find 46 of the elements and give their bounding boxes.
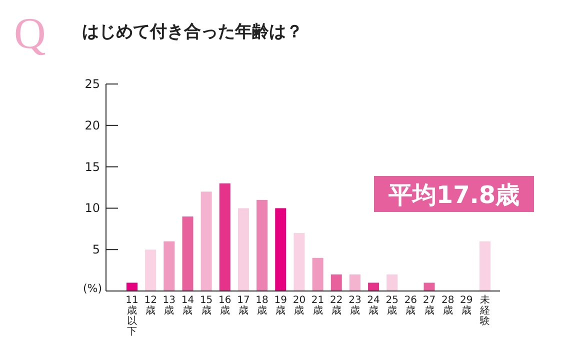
x-tick-label: 15歳 bbox=[200, 295, 213, 316]
bar bbox=[256, 200, 268, 291]
bar bbox=[145, 250, 156, 291]
x-tick-label: 24歳 bbox=[367, 295, 380, 316]
bar bbox=[424, 282, 435, 291]
text: Q bbox=[14, 9, 46, 58]
bar bbox=[126, 282, 138, 291]
x-tick-label: 未経験 bbox=[479, 294, 490, 327]
x-tick-label: 11歳以下 bbox=[126, 295, 138, 338]
x-tick-label: 29歳 bbox=[460, 295, 473, 316]
bar bbox=[330, 274, 342, 291]
x-tick-label: 27歳 bbox=[422, 295, 436, 316]
y-tick-label: 10 bbox=[84, 201, 100, 216]
bar bbox=[275, 208, 286, 291]
bar bbox=[164, 241, 175, 291]
x-tick-label: 14歳 bbox=[181, 295, 194, 316]
bar bbox=[349, 274, 360, 291]
x-tick-label: 17歳 bbox=[237, 295, 250, 316]
x-tick-label: 21歳 bbox=[311, 295, 324, 316]
x-tick-label: 16歳 bbox=[218, 295, 232, 316]
x-tick-label: 28歳 bbox=[441, 295, 454, 316]
x-tick-label: 19歳 bbox=[274, 295, 287, 316]
bar bbox=[294, 233, 305, 291]
bar bbox=[312, 258, 324, 291]
bar bbox=[182, 216, 194, 291]
bar bbox=[368, 282, 380, 291]
y-axis-title: (%) bbox=[82, 282, 102, 295]
annotation: 平均17.8歳 bbox=[387, 181, 520, 209]
x-tick-label: 12歳 bbox=[144, 295, 157, 316]
x-tick-label: 25歳 bbox=[386, 295, 398, 316]
bar bbox=[480, 241, 490, 291]
x-tick-label: 26歳 bbox=[404, 295, 418, 316]
x-tick-label: 20歳 bbox=[292, 295, 306, 316]
bar bbox=[219, 183, 230, 291]
bar bbox=[238, 208, 249, 291]
x-tick-label: 23歳 bbox=[348, 295, 362, 316]
y-tick-label: 25 bbox=[84, 77, 100, 91]
x-tick-label: 13歳 bbox=[162, 295, 176, 316]
y-tick-label: 15 bbox=[84, 160, 100, 174]
chart-title: はじめて付き合った年齢は？ bbox=[82, 22, 303, 42]
x-tick-label: 18歳 bbox=[256, 295, 268, 316]
x-tick-label: 22歳 bbox=[330, 295, 343, 316]
y-tick-label: 20 bbox=[84, 118, 100, 132]
bar bbox=[386, 274, 398, 291]
y-tick-label: 5 bbox=[92, 242, 100, 257]
bar bbox=[200, 192, 212, 291]
